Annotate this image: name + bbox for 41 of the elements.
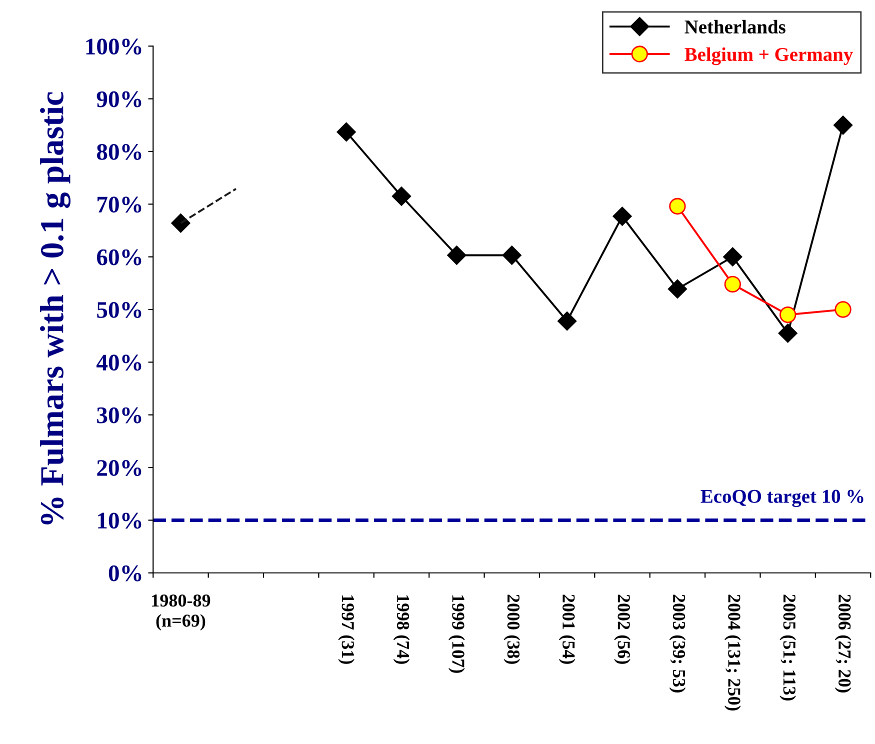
x-tick-label: 2002 (56) — [614, 594, 630, 664]
y-tick-label: 10% — [98, 512, 142, 529]
x-tick-label: 1980-89 (n=69) — [152, 594, 210, 630]
point — [612, 206, 632, 226]
x-tick-label: 2001 (54) — [558, 594, 576, 664]
point — [669, 198, 686, 215]
x-tick-label: 2006 (27; 20) — [834, 594, 852, 692]
x-tick-label: 1998 (74) — [393, 595, 410, 664]
x-tick-label: 2004 (131; 250) — [724, 594, 741, 710]
y-axis-title: % Fulmars with > 0.1 g plastic — [40, 92, 70, 524]
ref-line-label: EcoQO target 10 % — [700, 490, 864, 508]
y-tick-label: 30% — [97, 407, 142, 424]
point — [392, 186, 412, 206]
legend-label: Belgium + Germany — [684, 47, 853, 66]
y-tick-label: 90% — [96, 91, 142, 108]
y-tick-label: 100% — [86, 38, 142, 55]
x-tick-label: 2000 (38) — [504, 594, 520, 664]
x-tick-label: 2003 (39; 53) — [669, 594, 686, 692]
y-tick-label: 40% — [96, 354, 142, 371]
y-tick-label: 50% — [97, 302, 142, 318]
y-tick-label: 80% — [96, 144, 142, 160]
point — [171, 214, 190, 233]
point — [724, 276, 741, 293]
y-tick-label: 60% — [96, 249, 142, 266]
legend-label: Netherlands — [684, 20, 786, 34]
point — [558, 312, 577, 331]
x-tick-label: 2005 (51; 113) — [780, 594, 796, 700]
point — [447, 246, 466, 265]
x-tick-label: 1997 (31) — [338, 595, 354, 664]
point — [723, 247, 742, 266]
x-tick-label: 1999 (107) — [448, 595, 465, 673]
point — [780, 306, 796, 324]
point — [336, 122, 356, 142]
point — [833, 116, 853, 135]
y-tick-label: 20% — [97, 460, 142, 476]
y-tick-label: 0% — [108, 565, 142, 582]
point — [502, 246, 522, 265]
y-tick-label: 70% — [98, 196, 142, 213]
point — [668, 279, 687, 298]
point — [834, 301, 852, 318]
point — [778, 324, 798, 343]
